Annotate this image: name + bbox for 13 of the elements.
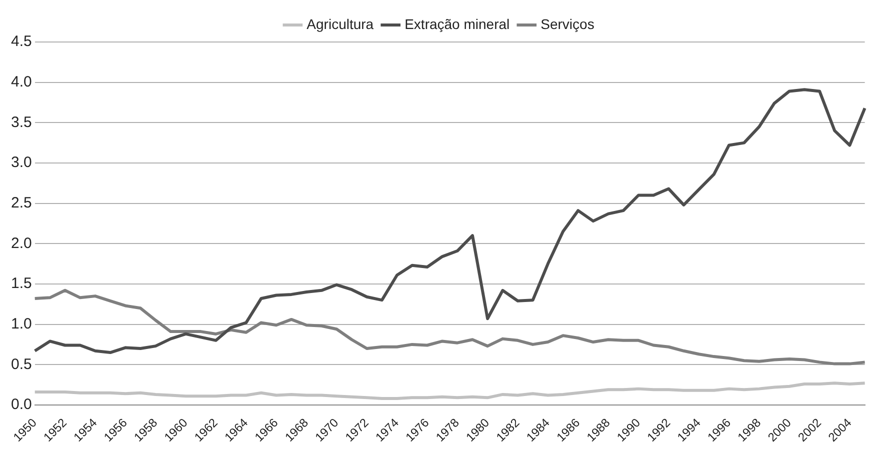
- y-tick-label: 4.0: [10, 73, 32, 90]
- y-tick-label: 3.5: [10, 114, 32, 131]
- y-tick-label: 0.5: [10, 356, 32, 373]
- legend-label: Extração mineral: [404, 16, 510, 32]
- y-tick-label: 2.5: [10, 194, 32, 212]
- legend-label: Agricultura: [306, 16, 374, 32]
- y-tick-label: 2.0: [10, 234, 32, 252]
- y-tick-label: 4.5: [10, 33, 32, 50]
- legend-label: Serviços: [540, 16, 594, 32]
- y-tick-label: 1.0: [10, 315, 32, 332]
- y-tick-label: 0.0: [10, 396, 32, 414]
- y-tick-label: 1.5: [10, 275, 32, 292]
- y-tick-label: 3.0: [10, 154, 32, 172]
